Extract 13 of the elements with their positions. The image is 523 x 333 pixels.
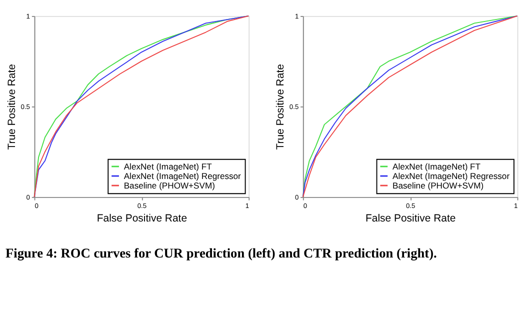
legend-label: AlexNet (ImageNet) Regressor (124, 170, 242, 181)
legend-label: AlexNet (ImageNet) Regressor (392, 170, 510, 181)
line-series (302, 15, 518, 198)
line-series (34, 15, 250, 198)
caption: Figure 4: ROC curves for CUR prediction (left) and CTR prediction (right). (5, 245, 437, 260)
legend-label: Baseline (PHOW+SVM) (124, 180, 216, 190)
y-axis-title: True Positive Rate (276, 64, 287, 150)
x-axis-title: False Positive Rate (96, 213, 188, 224)
y-axis-title: True Positive Rate (7, 64, 18, 150)
legend-label: Baseline (PHOW+SVM) (392, 180, 484, 190)
x-axis-title: False Positive Rate (365, 213, 456, 224)
legend-label: AlexNet (ImageNet) FT (124, 161, 213, 172)
legend-label: AlexNet (ImageNet) FT (392, 161, 482, 172)
